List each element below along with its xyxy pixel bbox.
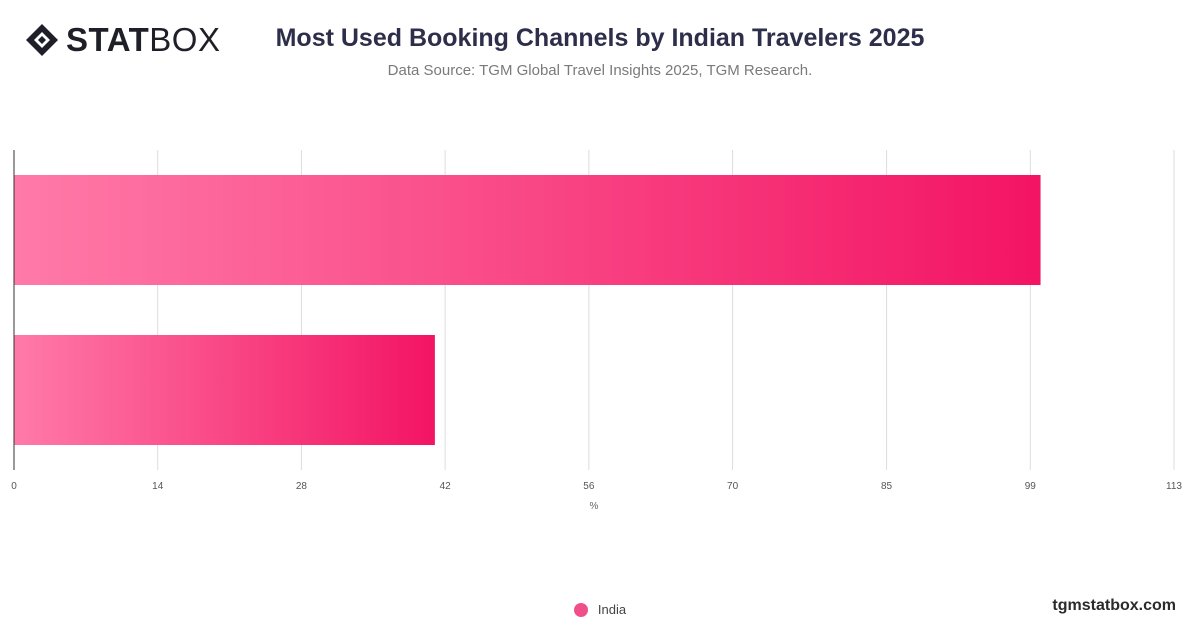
statbox-diamond-icon	[26, 24, 58, 56]
bar-chart: 0 14 28 42 56 70 85 99 113 %	[11, 150, 1182, 512]
chart-subtitle: Data Source: TGM Global Travel Insights …	[387, 62, 813, 79]
x-axis-label: %	[590, 501, 599, 512]
logo-text-bold: STAT	[66, 21, 150, 58]
x-tick-label: 113	[1166, 481, 1182, 492]
legend-label-india: India	[597, 602, 627, 617]
x-tick-label: 85	[881, 481, 893, 492]
x-tick-label: 0	[11, 481, 17, 492]
x-tick-label: 42	[440, 481, 452, 492]
bar-1[interactable]	[14, 175, 1041, 285]
x-tick-label: 99	[1025, 481, 1037, 492]
chart-title: Most Used Booking Channels by Indian Tra…	[275, 24, 925, 52]
x-tick-label: 56	[583, 481, 595, 492]
legend[interactable]: India	[0, 602, 1200, 617]
bars	[14, 175, 1041, 445]
x-tick-labels: 0 14 28 42 56 70 85 99 113	[11, 481, 1182, 492]
x-tick-label: 28	[296, 481, 308, 492]
x-tick-label: 70	[727, 481, 739, 492]
logo-wordmark: STATBOX	[66, 22, 220, 58]
legend-marker-india	[573, 602, 588, 617]
logo-text-light: BOX	[149, 21, 221, 58]
site-url[interactable]: tgmstatbox.com	[1052, 597, 1176, 614]
x-tick-label: 14	[152, 481, 164, 492]
bar-2[interactable]	[14, 335, 435, 445]
statbox-logo[interactable]: STATBOX	[24, 22, 234, 58]
